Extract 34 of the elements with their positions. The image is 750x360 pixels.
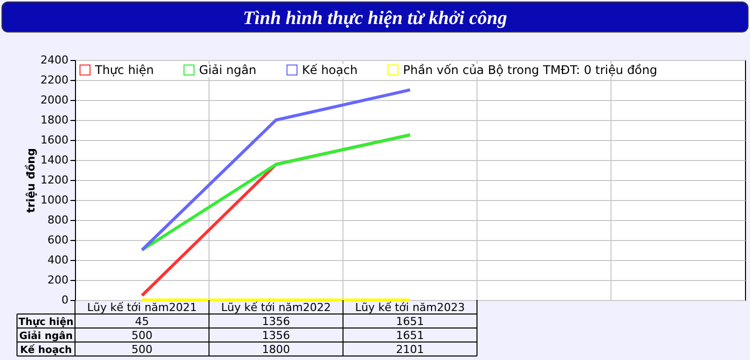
data-label: 1651 (396, 329, 424, 342)
y-tick-label: 800 (48, 214, 68, 226)
data-label: 1356 (262, 315, 290, 328)
text: Thực hiện (18, 317, 74, 328)
y-tick-label: 2400 (40, 54, 68, 66)
data-label: 500 (132, 343, 152, 356)
y-tick-label: 1600 (40, 134, 68, 146)
y-tick-label: 2200 (40, 74, 68, 86)
data-label: 500 (132, 329, 152, 342)
y-tick-label: 400 (48, 254, 68, 266)
data-label: 1651 (396, 315, 424, 328)
y-tick-label: 1800 (40, 114, 68, 126)
legend-label: Phần vốn của Bộ trong TMĐT: 0 triệu đồng (403, 63, 658, 77)
x-tick-label: Lũy kế tới năm2022 (221, 301, 331, 314)
x-tick-label: Lũy kế tới năm2021 (87, 301, 197, 314)
legend-label: Giải ngân (199, 63, 256, 77)
y-tick-label: 600 (48, 234, 68, 246)
y-tick-label: 1000 (40, 194, 68, 206)
data-label: 1800 (262, 343, 290, 356)
text: Giải ngân (19, 331, 73, 342)
y-tick-label: 200 (48, 274, 68, 286)
data-label: 2101 (396, 343, 424, 356)
data-label: 1356 (262, 329, 290, 342)
x-tick-label: Lũy kế tới năm2023 (355, 301, 465, 314)
y-tick-label: 2000 (40, 94, 68, 106)
data-label: 45 (135, 315, 149, 328)
y-axis-title: triệu đồng (24, 148, 38, 213)
y-tick-label: 1400 (40, 154, 68, 166)
y-tick-label: 1200 (40, 174, 68, 186)
chart-title: Tình hình thực hiện từ khởi công (242, 8, 508, 29)
text: Kế hoạch (20, 345, 72, 356)
y-tick-label: 0 (62, 294, 68, 306)
legend-label: Kế hoạch (302, 63, 358, 77)
legend-label: Thực hiện (94, 63, 154, 77)
